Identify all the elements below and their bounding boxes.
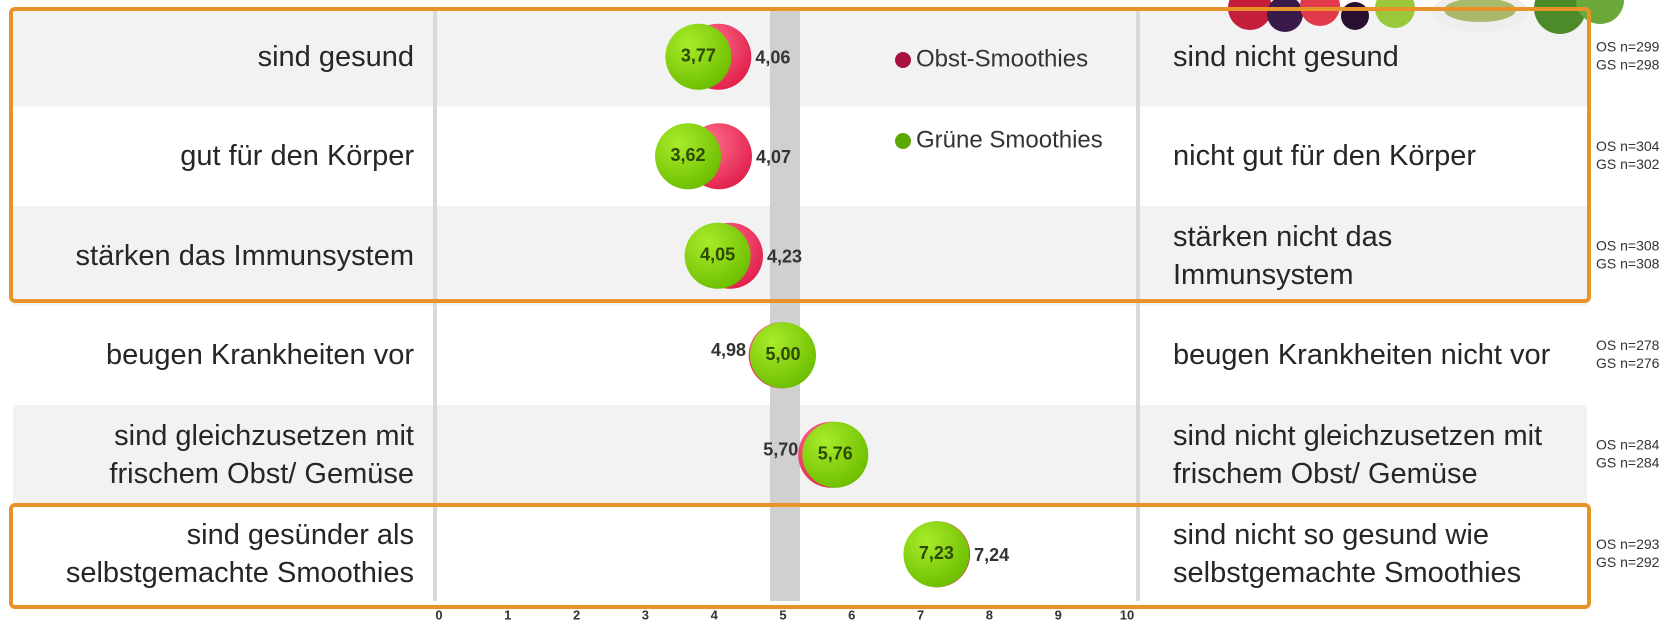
x-tick-label: 6 <box>848 607 855 622</box>
sample-size: OS n=284 <box>1596 436 1660 452</box>
dot-gruen <box>665 23 732 90</box>
sample-size: GS n=298 <box>1596 56 1660 72</box>
value-label: 4,05 <box>700 245 735 265</box>
legend-label: Obst-Smoothies <box>916 45 1088 72</box>
right-label: sind nicht so gesund wie selbstgemachte … <box>1173 519 1522 590</box>
midline-band <box>770 9 800 601</box>
sample-size: OS n=308 <box>1596 237 1660 253</box>
left-label: gut für den Körper <box>180 140 414 173</box>
sample-size: GS n=276 <box>1596 355 1660 371</box>
marks: 3,77 4,06 3,62 4,07 4,05 4,23 5,00 4,98 5,76 5,70… <box>655 23 1009 588</box>
value-label: 3,62 <box>671 145 706 165</box>
value-label: 5,70 <box>763 440 798 460</box>
value-label: 4,07 <box>756 147 791 167</box>
sample-size: OS n=304 <box>1596 138 1660 154</box>
x-tick-label: 2 <box>573 607 580 622</box>
dot-gruen <box>684 222 751 289</box>
separator <box>433 9 437 601</box>
right-label: sind nicht gleichzusetzen mit frischem O… <box>1173 419 1543 490</box>
x-tick-label: 5 <box>779 607 786 622</box>
value-label: 7,23 <box>919 543 954 563</box>
x-tick-label: 10 <box>1120 607 1134 622</box>
left-label: stärken das Immunsystem <box>75 239 414 272</box>
value-label: 5,00 <box>765 344 800 364</box>
highlight-box <box>9 7 1591 303</box>
sample-size: OS n=299 <box>1596 38 1660 54</box>
legend-dot <box>895 52 911 68</box>
dot-gruen <box>903 521 970 588</box>
x-tick-label: 9 <box>1055 607 1062 622</box>
value-label: 7,24 <box>974 545 1009 565</box>
right-label: stärken nicht das Immunsystem <box>1173 220 1393 291</box>
value-label: 3,77 <box>681 46 716 66</box>
left-label: sind gesünder als selbstgemachte Smoothi… <box>65 519 414 590</box>
value-label: 5,76 <box>818 444 853 464</box>
sample-size: GS n=292 <box>1596 554 1660 570</box>
sample-size: GS n=284 <box>1596 454 1660 470</box>
legend-label: Grüne Smoothies <box>916 126 1103 153</box>
right-label: beugen Krankheiten nicht vor <box>1173 339 1551 372</box>
dot-gruen <box>802 421 869 488</box>
dot-gruen <box>750 322 816 389</box>
x-tick-label: 1 <box>504 607 511 622</box>
dot-gruen <box>655 123 722 190</box>
sample-size: GS n=308 <box>1596 255 1660 271</box>
value-label: 4,23 <box>767 247 802 267</box>
x-tick-label: 0 <box>435 607 442 622</box>
left-label: sind gesund <box>257 40 414 73</box>
separator <box>1136 9 1140 601</box>
right-label: nicht gut für den Körper <box>1173 140 1477 173</box>
legend-dot <box>895 133 911 149</box>
left-label: sind gleichzusetzen mit frischem Obst/ G… <box>109 419 414 490</box>
value-label: 4,06 <box>755 48 790 68</box>
right-label: sind nicht gesund <box>1173 40 1399 73</box>
x-tick-label: 3 <box>642 607 649 622</box>
sample-size: GS n=302 <box>1596 156 1660 172</box>
value-label: 4,98 <box>711 340 746 360</box>
left-label: beugen Krankheiten vor <box>106 339 414 372</box>
sample-size: OS n=278 <box>1596 337 1660 353</box>
x-tick-label: 4 <box>711 607 719 622</box>
x-tick-label: 8 <box>986 607 993 622</box>
sample-size: OS n=293 <box>1596 536 1660 552</box>
x-tick-label: 7 <box>917 607 924 622</box>
highlight-box <box>9 503 1591 609</box>
